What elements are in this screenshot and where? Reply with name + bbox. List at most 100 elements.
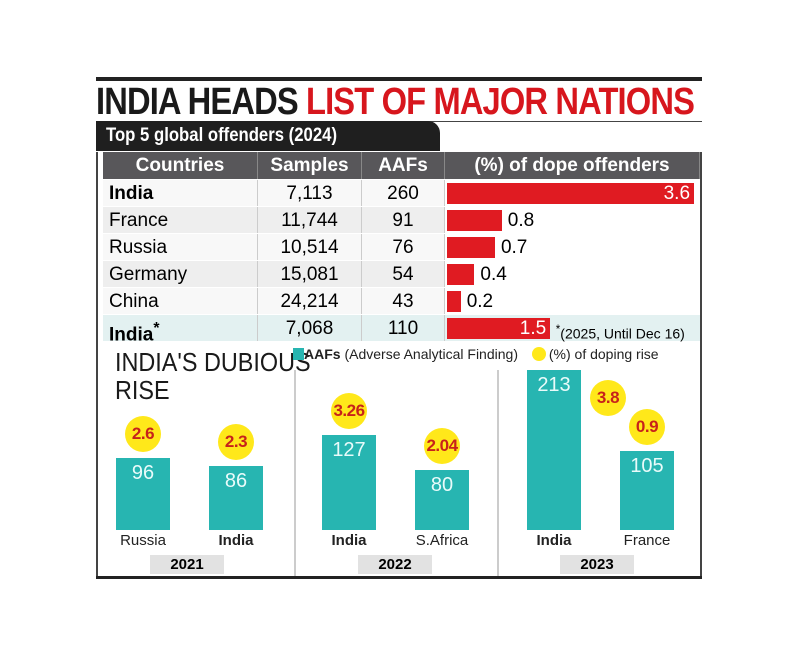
- pct-circle: 3.8: [590, 380, 626, 417]
- legend: AAFs (Adverse Analytical Finding) (%) of…: [293, 346, 659, 362]
- cell-pct: 0.7: [445, 234, 700, 260]
- pct-circle: 0.9: [629, 409, 665, 446]
- cell-country: India: [103, 180, 258, 206]
- pct-label: 0.7: [500, 237, 528, 258]
- cell-samples: 7,113: [258, 180, 362, 206]
- asterisk: *: [153, 320, 160, 337]
- panel-divider: [294, 370, 296, 576]
- year-label: 2021: [150, 555, 224, 574]
- cell-aafs: 54: [362, 261, 445, 287]
- aafs-bar: 80: [415, 470, 469, 530]
- pct-circle: 2.6: [125, 416, 161, 452]
- cell-aafs: 91: [362, 207, 445, 233]
- cell-samples: 10,514: [258, 234, 362, 260]
- aafs-bar: 105: [620, 451, 674, 530]
- rise-title-text: INDIA'S DUBIOUS RISE: [115, 347, 311, 405]
- bottom-rule: [96, 576, 702, 579]
- cell-pct: 0.8: [445, 207, 700, 233]
- cell-aafs: 110: [362, 315, 445, 341]
- legend-swatch-pct: [531, 347, 546, 361]
- country-name: China: [109, 291, 159, 312]
- pct-circle: 2.04: [424, 428, 460, 464]
- frame-right: [700, 152, 702, 577]
- cell-samples: 7,068: [258, 315, 362, 341]
- pct-label: 3.6: [663, 183, 691, 204]
- legend-aafs-desc: (Adverse Analytical Finding): [344, 346, 518, 362]
- cell-pct: 0.2: [445, 288, 700, 314]
- cell-aafs: 43: [362, 288, 445, 314]
- country-name: Russia: [109, 237, 168, 258]
- pct-label: 1.5: [519, 318, 547, 339]
- top-rule: [96, 77, 702, 81]
- country-label: India: [218, 532, 254, 549]
- footnote-asterisk: *: [555, 323, 561, 336]
- country-name: India: [109, 324, 154, 346]
- aafs-bar: 127: [322, 434, 376, 530]
- table-title: Top 5 global offenders (2024): [96, 121, 440, 151]
- table-row: Russia 10,514 76 0.7: [103, 234, 700, 261]
- legend-pct: (%) of doping rise: [548, 346, 659, 362]
- legend-swatch-aafs: [293, 348, 304, 360]
- pct-circle: 3.26: [331, 392, 367, 429]
- country-label: India: [331, 532, 367, 549]
- pct-bar: [447, 264, 475, 285]
- table-header: Countries Samples AAFs (%) of dope offen…: [103, 152, 700, 180]
- country-name: India: [109, 183, 154, 204]
- aafs-value: 127: [332, 438, 366, 461]
- pct-label: 0.8: [507, 210, 535, 231]
- cell-samples: 24,214: [258, 288, 362, 314]
- cell-pct: 1.5 *(2025, Until Dec 16): [445, 315, 700, 342]
- year-label: 2022: [358, 555, 432, 574]
- legend-aafs: AAFs: [304, 346, 341, 362]
- cell-pct: 0.4: [445, 261, 700, 287]
- country-label: S.Africa: [415, 532, 469, 549]
- headline-red: LIST OF MAJOR NATIONS: [305, 81, 695, 123]
- aafs-value: 86: [224, 469, 248, 492]
- cell-aafs: 260: [362, 180, 445, 206]
- col-samples: Samples: [258, 152, 362, 179]
- aafs-bar: 86: [209, 465, 263, 530]
- pct-bar: [447, 237, 495, 258]
- pct-bar: [447, 318, 550, 339]
- footnote: *(2025, Until Dec 16): [556, 316, 685, 348]
- pct-circle: 2.3: [218, 423, 254, 460]
- year-label: 2023: [560, 555, 634, 574]
- pct-bar: [447, 183, 694, 204]
- cell-country: India*: [103, 315, 258, 345]
- cell-country: Russia: [103, 234, 258, 260]
- rise-title: INDIA'S DUBIOUS RISE: [115, 348, 322, 404]
- aafs-value: 105: [630, 455, 664, 478]
- aafs-bar: 213: [527, 370, 581, 530]
- table-row: China 24,214 43 0.2: [103, 288, 700, 315]
- pct-label: 0.4: [480, 264, 507, 285]
- cell-samples: 15,081: [258, 261, 362, 287]
- footnote-text: (2025, Until Dec 16): [560, 325, 685, 342]
- pct-bar: [447, 210, 502, 231]
- col-countries: Countries: [103, 152, 258, 179]
- table-title-text: Top 5 global offenders (2024): [106, 125, 338, 146]
- headline: INDIA HEADS LIST OF MAJOR NATIONS: [96, 80, 695, 124]
- pct-label: 0.2: [466, 291, 494, 312]
- aafs-value: 80: [430, 474, 454, 496]
- aafs-bar: 96: [116, 458, 170, 530]
- headline-black: INDIA HEADS: [96, 81, 299, 123]
- table-row: France 11,744 91 0.8: [103, 207, 700, 234]
- col-pct: (%) of dope offenders: [445, 152, 700, 179]
- table-row: India 7,113 260 3.6: [103, 180, 700, 207]
- country-name: Germany: [109, 264, 188, 285]
- table-row: India* 7,068 110 1.5 *(2025, Until Dec 1…: [103, 315, 700, 345]
- panel-divider: [497, 370, 499, 576]
- frame-left: [96, 152, 98, 577]
- pct-bar: [447, 291, 461, 312]
- aafs-value: 96: [131, 462, 155, 484]
- cell-pct: 3.6: [445, 180, 700, 206]
- cell-country: China: [103, 288, 258, 314]
- offenders-table: Countries Samples AAFs (%) of dope offen…: [103, 152, 700, 345]
- cell-country: France: [103, 207, 258, 233]
- country-label: France: [623, 532, 671, 549]
- country-label: India: [536, 532, 572, 549]
- cell-country: Germany: [103, 261, 258, 287]
- table-row: Germany 15,081 54 0.4: [103, 261, 700, 288]
- country-label: Russia: [120, 532, 166, 549]
- country-name: France: [109, 210, 169, 231]
